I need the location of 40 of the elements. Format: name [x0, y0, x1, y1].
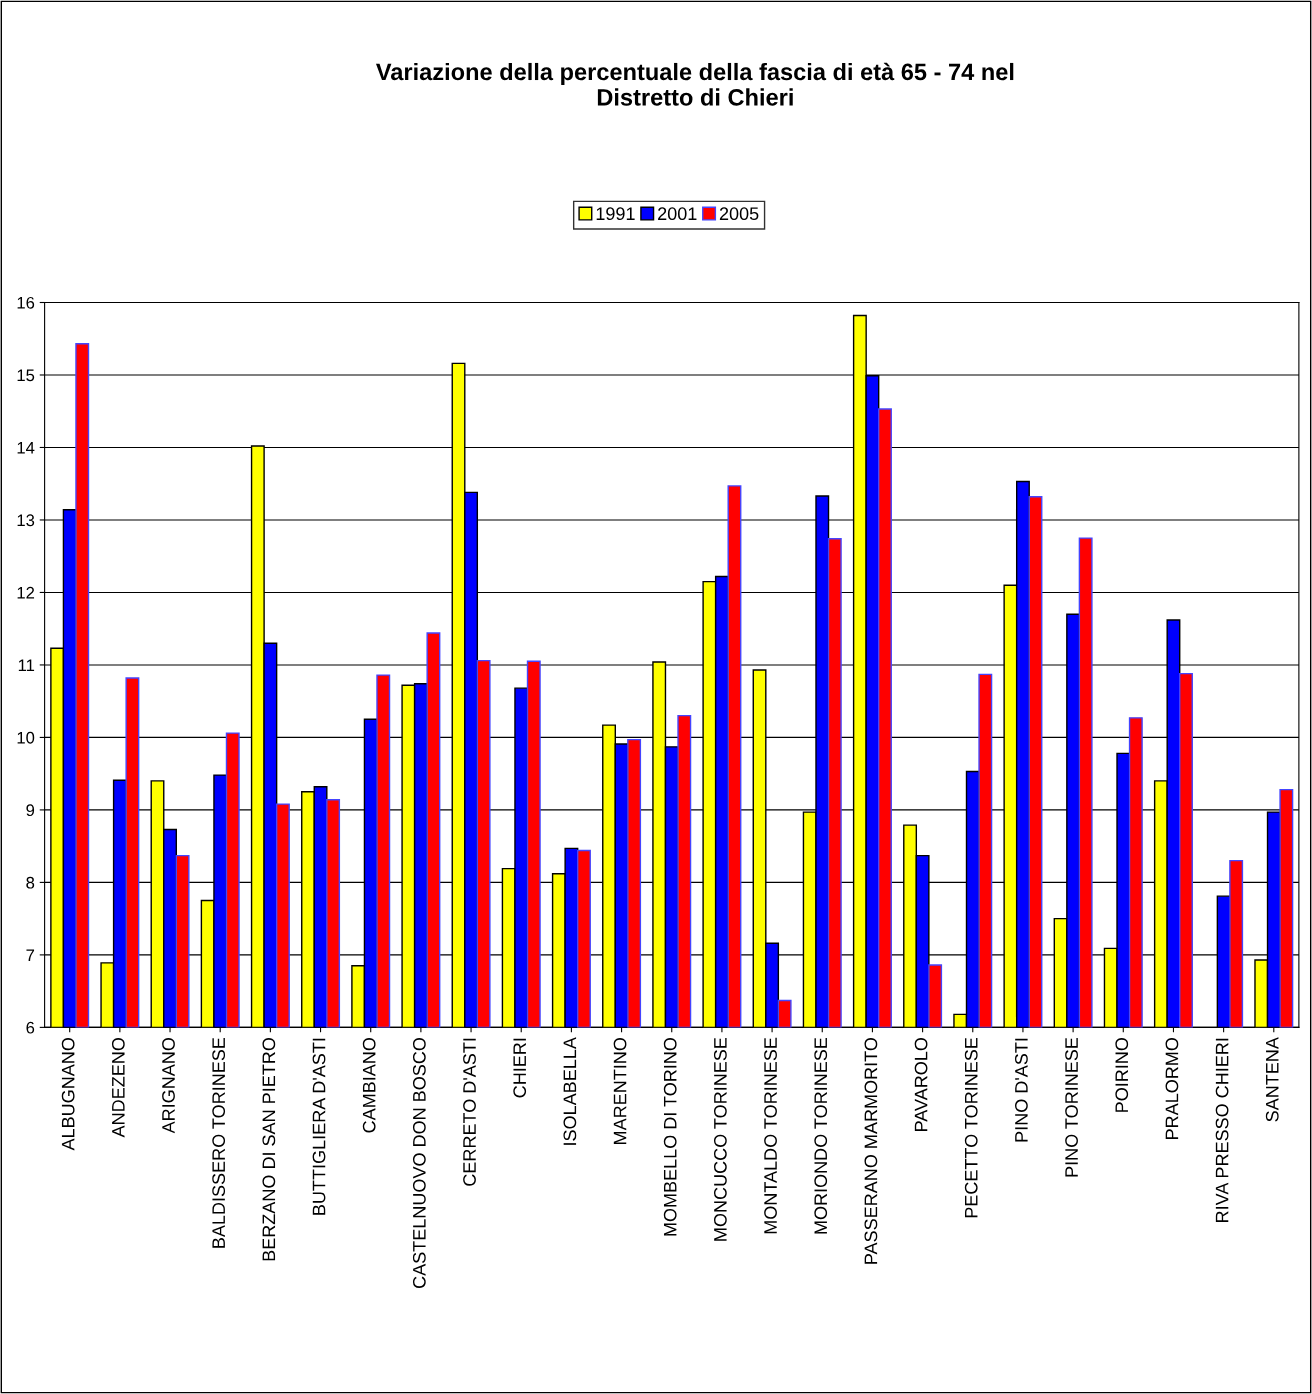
x-tick-label: CHIERI [513, 1038, 527, 1098]
x-tick-label: MARENTINO [613, 1037, 627, 1144]
x-tick-label: RIVA PRESSO CHIERI [1215, 1038, 1229, 1222]
y-tick-label: 13 [17, 514, 35, 527]
x-tick-label: PASSERANO MARMORITO [864, 1037, 878, 1264]
x-tick-label: PRALORMO [1165, 1037, 1179, 1139]
x-tick-label: ISOLABELLA [563, 1037, 577, 1145]
x-tick-label: CASTELNUOVO DON BOSCO [412, 1037, 426, 1288]
x-tick-label: POIRINO [1115, 1037, 1129, 1112]
x-tick-label: BERZANO DI SAN PIETRO [262, 1037, 276, 1261]
y-tick-label: 7 [26, 949, 35, 961]
x-tick-label: PECETTO TORINESE [964, 1037, 978, 1218]
y-tick-label: 6 [26, 1021, 35, 1034]
chart-title: Variazione della percentuale della fascia di età 65 - 74 nel Distretto di Chieri [376, 62, 1014, 106]
x-tick-label: MOMBELLO DI TORINO [663, 1037, 677, 1236]
x-tick-label: ANDEZENO [111, 1037, 125, 1138]
x-tick-label: BUTTIGLIERA D'ASTI [312, 1038, 326, 1215]
x-tick-label: CAMBIANO [362, 1037, 376, 1133]
x-tick-label: MORIONDO TORINESE [814, 1037, 828, 1234]
legend-label: 2005 [719, 207, 759, 221]
legend-label: 1991 [596, 207, 635, 221]
x-tick-label: CERRETO D'ASTI [463, 1038, 476, 1186]
x-tick-label: ALBUGNANO [61, 1037, 75, 1151]
x-tick-label: ARIGNANO [162, 1037, 175, 1134]
x-tick-label: PINO D'ASTI [1015, 1038, 1028, 1142]
y-tick-label: 9 [26, 804, 35, 817]
y-tick-label: 14 [17, 442, 35, 454]
y-tick-label: 8 [26, 876, 35, 889]
x-tick-label: SANTENA [1265, 1037, 1279, 1122]
y-tick-label: 12 [17, 586, 35, 599]
x-tick-label: BALDISSERO TORINESE [212, 1037, 226, 1248]
x-tick-label: MONTALDO TORINESE [764, 1037, 777, 1234]
x-tick-label: MONCUCCO TORINESE [713, 1037, 727, 1241]
y-tick-label: 16 [17, 296, 35, 309]
y-tick-label: 15 [17, 369, 35, 382]
y-tick-label: 11 [18, 659, 35, 671]
legend-label: 2001 [658, 207, 697, 221]
x-tick-label: PINO TORINESE [1065, 1037, 1078, 1177]
y-tick-label: 10 [17, 731, 35, 744]
x-tick-label: PAVAROLO [914, 1037, 928, 1131]
